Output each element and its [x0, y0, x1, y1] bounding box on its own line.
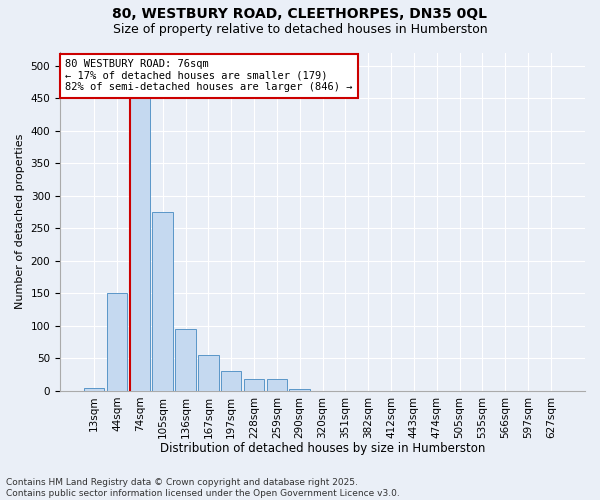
Bar: [130, 92, 150, 391]
Text: Contains HM Land Registry data © Crown copyright and database right 2025.
Contai: Contains HM Land Registry data © Crown c…: [6, 478, 400, 498]
Bar: [266, 379, 287, 391]
Bar: [244, 379, 264, 391]
X-axis label: Distribution of detached houses by size in Humberston: Distribution of detached houses by size …: [160, 442, 485, 455]
Bar: [152, 212, 173, 391]
Bar: [198, 355, 218, 391]
Text: 80 WESTBURY ROAD: 76sqm
← 17% of detached houses are smaller (179)
82% of semi-d: 80 WESTBURY ROAD: 76sqm ← 17% of detache…: [65, 60, 353, 92]
Text: 80, WESTBURY ROAD, CLEETHORPES, DN35 0QL: 80, WESTBURY ROAD, CLEETHORPES, DN35 0QL: [113, 8, 487, 22]
Bar: [221, 372, 241, 391]
Bar: [289, 389, 310, 391]
Text: Size of property relative to detached houses in Humberston: Size of property relative to detached ho…: [113, 22, 487, 36]
Bar: [175, 329, 196, 391]
Bar: [84, 388, 104, 391]
Y-axis label: Number of detached properties: Number of detached properties: [15, 134, 25, 310]
Bar: [107, 293, 127, 391]
